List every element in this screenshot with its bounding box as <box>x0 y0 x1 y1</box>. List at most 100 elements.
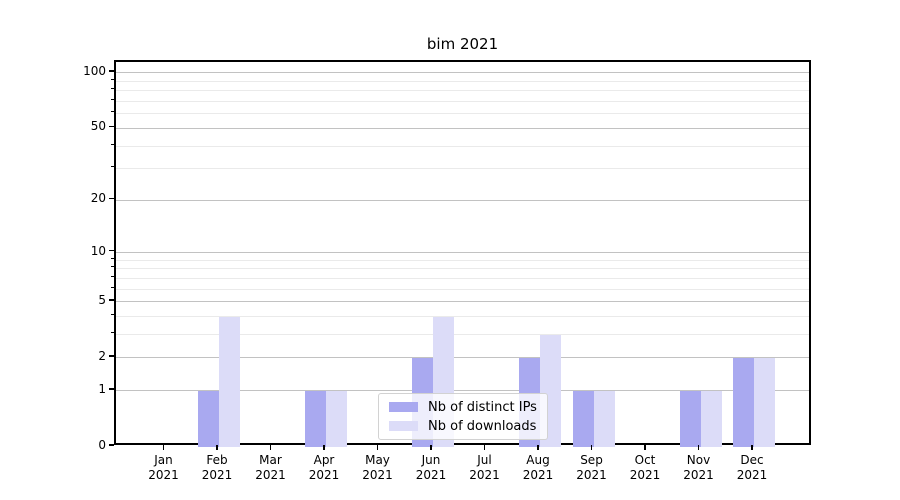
x-tick-month: Apr <box>313 453 335 467</box>
y-tick-label: 50 <box>90 119 106 134</box>
x-tick <box>430 445 432 450</box>
legend-item-downloads: Nb of downloads <box>389 418 537 434</box>
bar-downloads <box>326 390 347 447</box>
x-tick <box>537 445 539 450</box>
x-tick <box>162 445 165 450</box>
legend-label-downloads: Nb of downloads <box>428 418 537 434</box>
x-tick-year: 2021 <box>736 468 768 482</box>
gridline-minor <box>116 113 809 115</box>
y-tick-minor <box>111 166 114 168</box>
gridline-major <box>116 127 809 129</box>
bar-distinct-ips <box>198 390 219 447</box>
x-tick-month: Jul <box>477 453 492 467</box>
x-tick-label: Feb 2021 <box>187 453 247 483</box>
y-tick-label: 0 <box>98 438 106 452</box>
x-tick-year: 2021 <box>201 468 233 482</box>
y-tick-minor <box>111 332 114 334</box>
gridline-minor <box>116 268 809 270</box>
x-tick-month: Mar <box>259 453 282 467</box>
x-tick <box>269 445 272 450</box>
gridline-major <box>116 199 809 201</box>
x-tick-month: Jun <box>421 453 441 467</box>
y-tick-major <box>109 355 114 357</box>
gridline-minor <box>116 101 809 103</box>
x-tick-month: Feb <box>206 453 228 467</box>
y-tick-minor <box>111 286 114 288</box>
y-tick-label: 100 <box>83 63 106 78</box>
y-tick-major <box>109 444 114 446</box>
x-tick <box>216 445 218 450</box>
x-tick-month: Oct <box>634 453 656 467</box>
y-tick-minor <box>111 143 114 145</box>
x-tick-label: Dec 2021 <box>722 453 782 483</box>
y-tick-major <box>109 70 114 72</box>
y-tick-label: 5 <box>98 292 106 307</box>
y-tick-major <box>109 299 114 301</box>
legend-swatch-distinct-ips <box>389 402 418 412</box>
x-tick-month: Dec <box>740 453 764 467</box>
gridline-major <box>116 390 809 392</box>
bar-downloads <box>219 316 240 447</box>
y-tick-minor <box>111 78 114 80</box>
y-tick-minor <box>111 257 114 259</box>
x-tick-month: Sep <box>580 453 603 467</box>
legend-label-distinct-ips: Nb of distinct IPs <box>428 399 537 415</box>
x-tick <box>644 445 646 450</box>
gridline-major <box>116 252 809 254</box>
x-tick-year: 2021 <box>415 468 447 482</box>
legend-item-distinct-ips: Nb of distinct IPs <box>389 399 537 415</box>
x-tick-label: Jul 2021 <box>455 453 515 483</box>
legend-swatch-downloads <box>389 421 418 431</box>
x-tick-label: Aug 2021 <box>508 453 568 483</box>
x-tick-label: Oct 2021 <box>615 453 675 483</box>
x-tick-month: Nov <box>686 453 711 467</box>
x-tick <box>376 445 379 450</box>
bar-distinct-ips <box>572 390 594 447</box>
gridline-major <box>116 357 809 359</box>
x-tick <box>483 445 486 450</box>
bar-distinct-ips <box>679 390 701 447</box>
x-tick-year: 2021 <box>522 468 554 482</box>
y-tick-major <box>109 249 114 252</box>
x-tick-label: May 2021 <box>348 453 408 483</box>
y-tick-minor <box>111 111 114 113</box>
bar-downloads <box>700 390 722 447</box>
x-tick-label: Jan 2021 <box>134 453 194 483</box>
x-tick-label: Mar 2021 <box>241 453 301 483</box>
gridline-major <box>116 72 809 74</box>
x-tick <box>697 445 700 450</box>
y-tick-minor <box>111 275 114 277</box>
bar-distinct-ips <box>733 357 754 447</box>
gridline-minor <box>116 259 809 261</box>
gridline-minor <box>116 277 809 279</box>
x-tick <box>323 445 325 450</box>
gridline-minor <box>116 145 809 147</box>
gridline-minor <box>116 168 809 170</box>
x-tick-year: 2021 <box>148 468 179 482</box>
x-tick-year: 2021 <box>576 468 607 482</box>
y-tick-label: 1 <box>98 381 106 396</box>
x-tick-year: 2021 <box>362 468 393 482</box>
bar-distinct-ips <box>305 390 326 447</box>
x-tick-label: Nov 2021 <box>669 453 729 483</box>
x-tick-year: 2021 <box>308 468 340 482</box>
plot-area <box>114 60 811 447</box>
y-tick-label: 10 <box>90 243 106 258</box>
x-tick-label: Jun 2021 <box>401 453 461 483</box>
x-tick-year: 2021 <box>469 468 500 482</box>
x-tick-label: Apr 2021 <box>294 453 354 483</box>
x-tick-year: 2021 <box>683 468 714 482</box>
x-tick-year: 2021 <box>629 468 661 482</box>
x-tick-month: Aug <box>526 453 550 467</box>
y-tick-major <box>109 125 114 128</box>
x-tick <box>590 445 593 450</box>
gridline-minor <box>116 316 809 318</box>
y-tick-minor <box>111 314 114 316</box>
bar-downloads <box>593 390 615 447</box>
x-tick-label: Sep 2021 <box>562 453 622 483</box>
x-tick <box>751 445 753 450</box>
gridline-minor <box>116 288 809 290</box>
y-tick-major <box>109 388 114 390</box>
y-tick-minor <box>111 88 114 90</box>
